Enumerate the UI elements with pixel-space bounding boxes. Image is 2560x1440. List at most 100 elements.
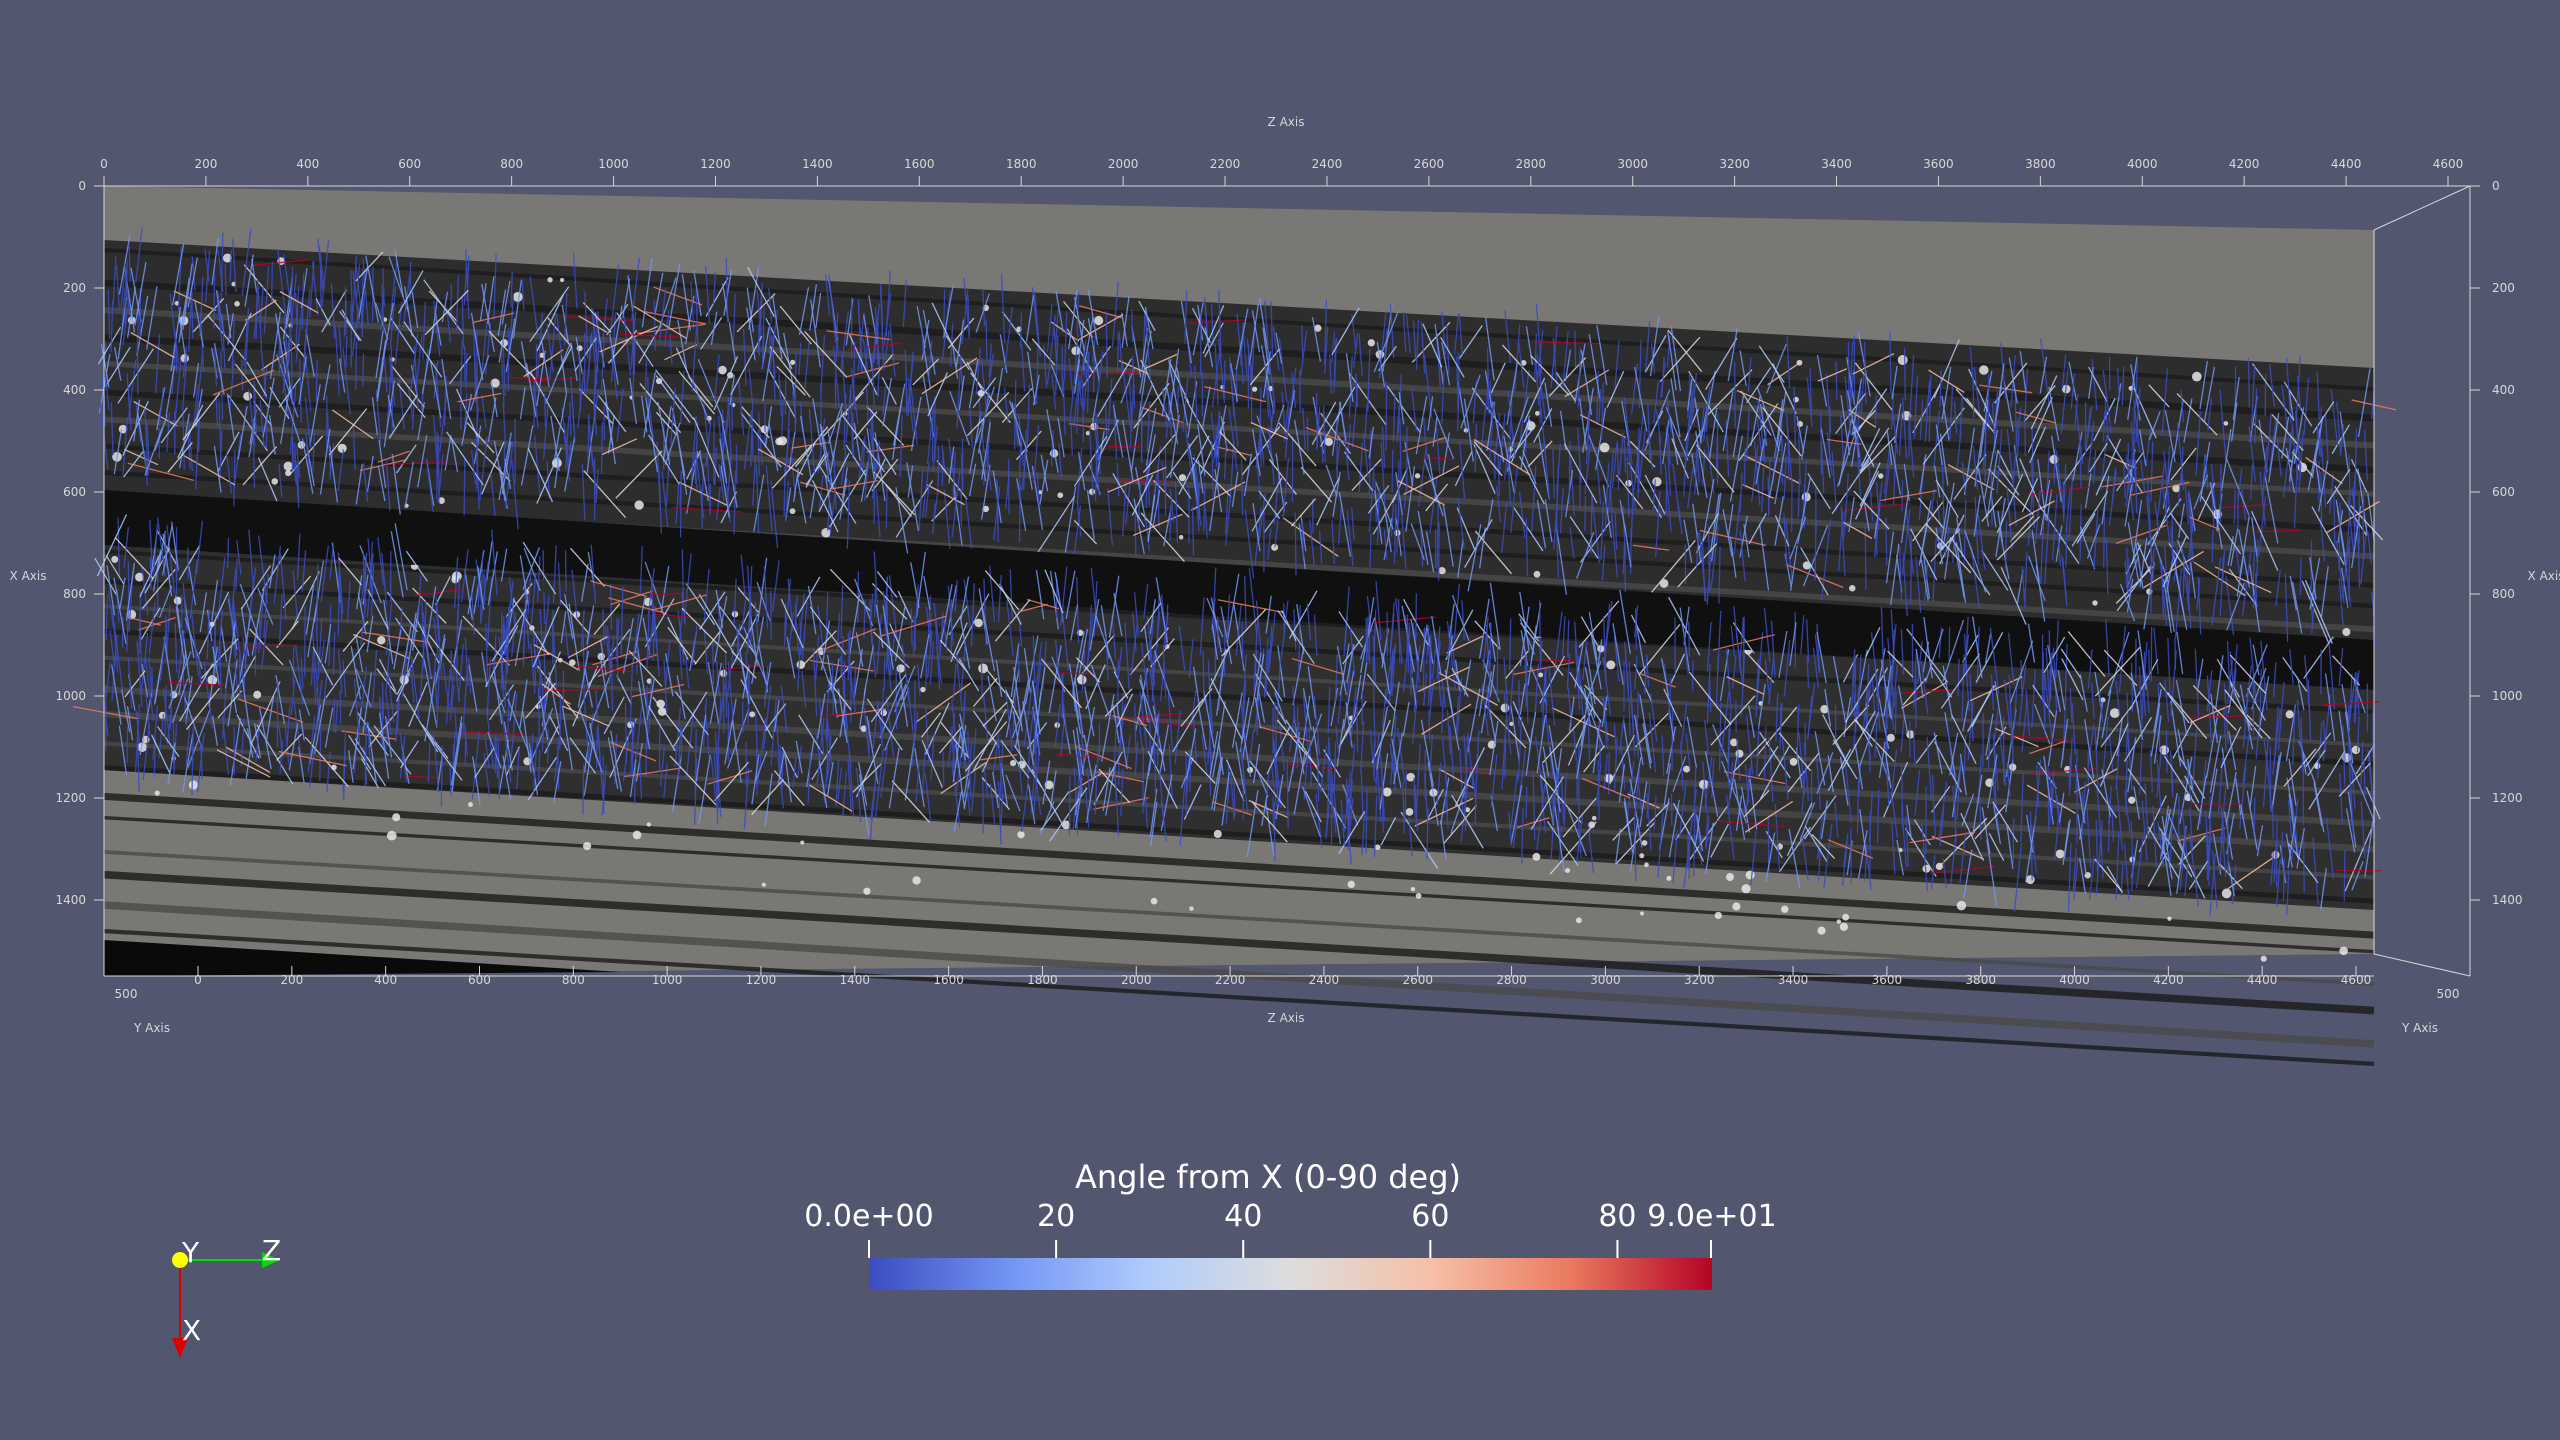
fiber-glyph [1302, 713, 1323, 768]
fiber-glyph [1816, 354, 1828, 407]
fiber-glyph [154, 334, 161, 394]
fiber-glyph [1900, 628, 1905, 675]
ct-particle [173, 596, 182, 605]
fiber-glyph [839, 656, 846, 697]
fiber-glyph [1208, 723, 1212, 774]
ct-stripe [103, 655, 2375, 796]
fiber-glyph [874, 584, 877, 617]
fiber-glyph [1906, 804, 1913, 841]
fiber-glyph [1920, 660, 1929, 715]
fiber-glyph [1942, 619, 1965, 682]
fiber-glyph [309, 384, 321, 446]
fiber-glyph [1890, 623, 1897, 679]
fiber-glyph [2262, 738, 2269, 807]
fiber-glyph [1517, 716, 1523, 781]
fiber-glyph [162, 533, 173, 597]
fiber-glyph [548, 714, 569, 752]
fiber-glyph [1082, 316, 1094, 370]
fiber-glyph [888, 747, 900, 809]
fiber-glyph [198, 591, 230, 655]
fiber-glyph [847, 342, 902, 351]
ct-particle [789, 508, 796, 515]
fiber-glyph [972, 377, 997, 409]
fiber-glyph [263, 573, 269, 639]
fiber-glyph [2147, 852, 2168, 888]
fiber-glyph [678, 600, 685, 643]
fiber-glyph [1588, 334, 1601, 400]
fiber-glyph [1069, 773, 1102, 794]
fiber-glyph [854, 578, 874, 627]
fiber-glyph [1367, 349, 1371, 412]
fiber-glyph [1402, 701, 1410, 736]
fiber-glyph [1649, 693, 1658, 742]
fiber-glyph [1706, 663, 1711, 725]
fiber-glyph [260, 619, 269, 670]
fiber-glyph [1835, 392, 1867, 435]
fiber-glyph [763, 566, 769, 629]
fiber-glyph [1639, 694, 1652, 764]
fiber-glyph [2189, 715, 2247, 719]
fiber-glyph [2135, 836, 2144, 889]
fiber-glyph [2074, 404, 2084, 465]
fiber-glyph [1395, 517, 1402, 556]
fiber-glyph [921, 462, 930, 518]
fiber-glyph [623, 316, 632, 376]
fiber-glyph [1068, 385, 1075, 426]
fiber-glyph [182, 733, 194, 792]
fiber-glyph [938, 725, 964, 754]
fiber-glyph [1939, 433, 1949, 486]
fiber-glyph [1122, 481, 1127, 537]
fiber-glyph [182, 347, 188, 378]
fiber-glyph [2040, 338, 2051, 408]
fiber-glyph [2277, 682, 2285, 751]
fiber-glyph [1562, 797, 1597, 838]
fiber-glyph [811, 737, 838, 781]
fiber-glyph [1225, 759, 1245, 802]
fiber-glyph [519, 679, 528, 729]
fiber-glyph [1637, 781, 1643, 818]
fiber-glyph [952, 347, 959, 379]
fiber-glyph [167, 681, 226, 686]
fiber-glyph [2191, 729, 2198, 792]
fiber-glyph [1832, 704, 1870, 745]
fiber-glyph [1960, 812, 1985, 861]
fiber-glyph [411, 291, 419, 329]
fiber-glyph [1235, 604, 1242, 657]
fiber-glyph [1797, 478, 1801, 518]
fiber-glyph [464, 569, 473, 620]
fiber-glyph [1331, 307, 1360, 356]
fiber-glyph [610, 590, 654, 606]
fiber-glyph [2349, 742, 2356, 809]
fiber-glyph [698, 451, 709, 502]
fiber-glyph [1778, 630, 1788, 678]
fiber-glyph [943, 620, 948, 651]
fiber-glyph [981, 606, 996, 672]
fiber-glyph [2058, 792, 2065, 823]
fiber-glyph [1172, 471, 1192, 500]
fiber-glyph [1411, 699, 1418, 744]
fiber-glyph [983, 579, 987, 646]
fiber-glyph [865, 458, 886, 498]
fiber-glyph [350, 269, 354, 330]
fiber-glyph [1439, 820, 1447, 860]
fiber-glyph [1672, 802, 1705, 862]
fiber-glyph [529, 707, 554, 765]
fiber-glyph [2316, 371, 2320, 420]
fiber-glyph [288, 659, 311, 716]
fiber-glyph [958, 723, 967, 761]
fiber-glyph [305, 581, 315, 635]
fiber-glyph [1225, 490, 1229, 535]
fiber-glyph [829, 493, 836, 536]
fiber-glyph [1871, 676, 1876, 716]
fiber-glyph [1006, 600, 1014, 656]
axis-depth-bottom [2373, 953, 2471, 977]
fiber-glyph [342, 748, 346, 794]
fiber-glyph [224, 619, 237, 689]
fiber-glyph [902, 279, 907, 327]
fiber-glyph [2367, 530, 2372, 564]
fiber-glyph [1348, 372, 1387, 426]
fiber-glyph [385, 602, 393, 655]
fiber-glyph [2153, 715, 2162, 764]
fiber-glyph [112, 256, 117, 305]
